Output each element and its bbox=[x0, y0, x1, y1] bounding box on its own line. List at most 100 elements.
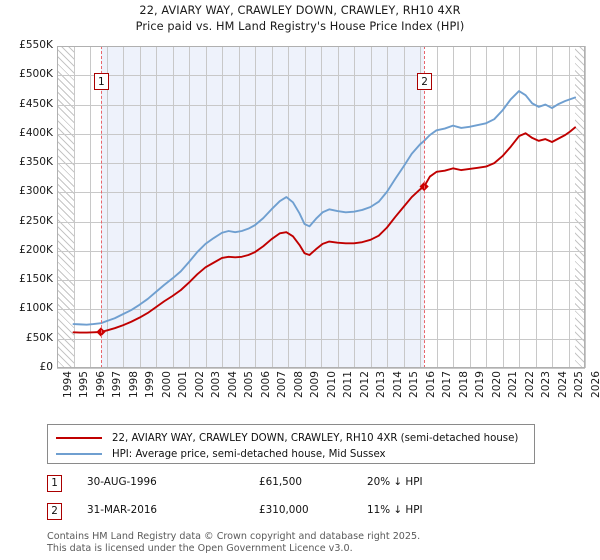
transaction-hpi-1: 20% ↓ HPI bbox=[367, 476, 423, 488]
no-data-hatch-left bbox=[57, 46, 74, 368]
x-tick-label: 2022 bbox=[523, 371, 536, 398]
gridline-vertical bbox=[139, 46, 141, 368]
gridline-vertical bbox=[288, 46, 289, 368]
x-tick-label: 2020 bbox=[490, 371, 503, 398]
legend-item-price-paid: 22, AVIARY WAY, CRAWLEY DOWN, CRAWLEY, R… bbox=[56, 430, 518, 446]
x-tick-label: 2000 bbox=[160, 371, 173, 398]
y-tick-label: £100K bbox=[19, 302, 53, 315]
gridline-vertical bbox=[519, 46, 520, 368]
x-tick-label: 2003 bbox=[210, 371, 222, 398]
legend-label-hpi: HPI: Average price, semi-detached house,… bbox=[112, 448, 386, 460]
page-title: 22, AVIARY WAY, CRAWLEY DOWN, CRAWLEY, R… bbox=[0, 3, 600, 34]
x-tick-label: 2019 bbox=[474, 371, 486, 398]
y-tick-label: £400K bbox=[19, 126, 53, 139]
transaction-badge-2: 2 bbox=[47, 503, 62, 520]
gridline-vertical bbox=[205, 46, 207, 368]
event-badge-2[interactable]: 2 bbox=[417, 73, 433, 90]
footer-line-2: This data is licensed under the Open Gov… bbox=[47, 542, 353, 554]
event-vline-1 bbox=[100, 46, 102, 368]
gridline-horizontal bbox=[57, 280, 585, 282]
line-price-paid bbox=[72, 126, 577, 334]
gridline-horizontal bbox=[57, 250, 585, 252]
gridline-vertical bbox=[156, 46, 157, 368]
x-tick-label: 2013 bbox=[375, 371, 387, 398]
gridline-vertical bbox=[568, 46, 570, 368]
gridline-vertical bbox=[469, 46, 471, 368]
y-axis-labels: £550K £500K £450K £400K £350K £300K £250K £200K… bbox=[0, 39, 53, 373]
x-tick-label: 2012 bbox=[358, 371, 371, 398]
x-tick-label: 2014 bbox=[391, 371, 404, 398]
transaction-badge-1: 1 bbox=[47, 475, 62, 492]
gridline-vertical bbox=[486, 46, 487, 368]
gridline-vertical bbox=[321, 46, 322, 368]
x-axis-labels: 1994 1995 1996 1997 1998 1999 2000 2001 2002 2003… bbox=[57, 371, 600, 415]
gridline-vertical bbox=[535, 46, 537, 368]
gridline-horizontal bbox=[57, 338, 585, 340]
gridline-vertical bbox=[552, 46, 553, 368]
gridline-horizontal bbox=[57, 309, 585, 311]
gridline-vertical bbox=[73, 46, 75, 368]
transaction-price-1: £61,500 bbox=[259, 476, 302, 488]
gridline-vertical bbox=[502, 46, 504, 368]
gridline-vertical bbox=[222, 46, 223, 368]
transaction-hpi-2: 11% ↓ HPI bbox=[367, 504, 423, 516]
y-tick-label: £250K bbox=[19, 214, 53, 227]
x-tick-label: 2011 bbox=[342, 371, 354, 398]
x-tick-label: 2018 bbox=[457, 371, 470, 398]
x-tick-label: 1997 bbox=[111, 371, 123, 398]
gridline-vertical bbox=[271, 46, 273, 368]
transaction-date-1: 30-AUG-1996 bbox=[87, 476, 157, 488]
x-tick-label: 2017 bbox=[441, 371, 453, 398]
x-tick-label: 2016 bbox=[424, 371, 437, 398]
gridline-vertical bbox=[304, 46, 306, 368]
event-vline-2 bbox=[424, 46, 426, 368]
event-badge-1[interactable]: 1 bbox=[93, 73, 109, 90]
x-tick-label: 2015 bbox=[408, 371, 420, 398]
x-tick-label: 2023 bbox=[540, 371, 552, 398]
x-tick-label: 1994 bbox=[61, 371, 74, 398]
gridline-horizontal bbox=[57, 75, 585, 77]
y-tick-label: £300K bbox=[19, 185, 53, 198]
legend-swatch-hpi bbox=[56, 453, 102, 455]
footer-line-1: Contains HM Land Registry data © Crown c… bbox=[47, 531, 421, 542]
gridline-horizontal bbox=[57, 192, 585, 194]
gridline-vertical bbox=[123, 46, 124, 368]
gridline-horizontal bbox=[57, 133, 585, 135]
gridline-vertical bbox=[337, 46, 339, 368]
x-tick-label: 1999 bbox=[144, 371, 156, 398]
x-tick-label: 1998 bbox=[127, 371, 140, 398]
x-tick-label: 2005 bbox=[243, 371, 255, 398]
x-tick-label: 2008 bbox=[292, 371, 305, 398]
gridline-vertical bbox=[106, 46, 108, 368]
transaction-date-2: 31-MAR-2016 bbox=[87, 504, 158, 516]
x-tick-label: 2025 bbox=[573, 371, 585, 398]
chart-legend: 22, AVIARY WAY, CRAWLEY DOWN, CRAWLEY, R… bbox=[47, 424, 535, 464]
y-tick-label: £500K bbox=[19, 68, 53, 81]
y-tick-label: £150K bbox=[19, 273, 53, 286]
gridline-vertical bbox=[90, 46, 91, 368]
x-tick-label: 2021 bbox=[507, 371, 519, 398]
gridline-vertical bbox=[255, 46, 256, 368]
x-tick-label: 2007 bbox=[276, 371, 288, 398]
x-tick-label: 2026 bbox=[589, 371, 600, 398]
transaction-price-2: £310,000 bbox=[259, 504, 309, 516]
x-tick-label: 2009 bbox=[309, 371, 321, 398]
y-tick-label: £200K bbox=[19, 243, 53, 256]
gridline-vertical bbox=[585, 46, 586, 368]
title-line-2: Price paid vs. HM Land Registry's House … bbox=[135, 19, 465, 33]
y-tick-label: £450K bbox=[19, 97, 53, 110]
x-tick-label: 2006 bbox=[259, 371, 272, 398]
x-tick-label: 2001 bbox=[177, 371, 189, 398]
gridline-vertical bbox=[387, 46, 388, 368]
x-tick-label: 2004 bbox=[226, 371, 239, 398]
y-tick-label: £350K bbox=[19, 156, 53, 169]
gridline-horizontal bbox=[57, 163, 585, 165]
gridline-vertical bbox=[420, 46, 421, 368]
x-tick-label: 2010 bbox=[325, 371, 338, 398]
gridline-vertical bbox=[189, 46, 190, 368]
gridline-vertical bbox=[453, 46, 454, 368]
gridline-horizontal bbox=[57, 221, 585, 223]
line-hpi bbox=[72, 90, 577, 326]
